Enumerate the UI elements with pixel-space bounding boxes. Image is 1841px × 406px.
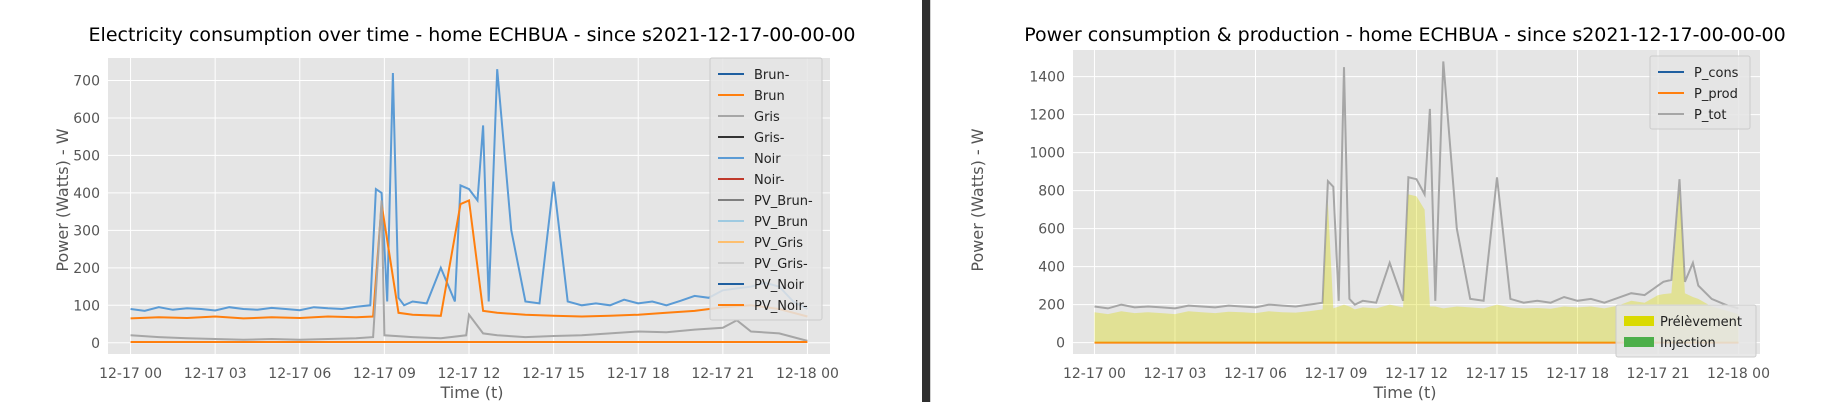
- x-tick-label: 12-17 00: [1063, 366, 1126, 382]
- x-tick-label: 12-17 12: [438, 366, 501, 382]
- x-axis-label: Time (t): [1373, 383, 1437, 402]
- x-axis-label: Time (t): [440, 383, 504, 402]
- chart-title: Power consumption & production - home EC…: [1024, 24, 1786, 46]
- x-tick-label: 12-17 12: [1385, 366, 1448, 382]
- x-tick-label: 12-17 00: [99, 366, 162, 382]
- y-axis-label: Power (Watts) - W: [53, 128, 72, 271]
- x-tick-label: 12-17 03: [1144, 366, 1207, 382]
- legend: P_cons P_prod P_tot: [1649, 55, 1751, 130]
- x-tick-label: 12-17 18: [1546, 366, 1609, 382]
- fill-legend-label: Prélèvement: [1660, 315, 1742, 330]
- legend-label: P_tot: [1694, 108, 1727, 123]
- legend-label: PV_Brun: [754, 215, 808, 230]
- x-tick-label: 12-17 15: [522, 366, 585, 382]
- legend-label: P_prod: [1694, 87, 1738, 102]
- y-tick-label: 600: [1038, 222, 1065, 238]
- y-tick-label: 0: [91, 336, 100, 352]
- y-tick-label: 500: [73, 148, 100, 164]
- y-tick-label: 200: [1038, 298, 1065, 314]
- plot-area: [1073, 50, 1760, 354]
- legend-label: P_cons: [1694, 66, 1739, 81]
- y-tick-label: 1000: [1029, 146, 1065, 162]
- y-tick-label: 0: [1056, 336, 1065, 352]
- x-tick-label: 12-17 06: [268, 366, 331, 382]
- y-tick-label: 1200: [1029, 108, 1065, 124]
- series-line-brun: [130, 198, 808, 320]
- legend-label: Gris: [754, 110, 780, 125]
- x-tick-label: 12-17 15: [1466, 366, 1529, 382]
- y-tick-label: 100: [73, 298, 100, 314]
- y-tick-label: 800: [1038, 184, 1065, 200]
- fill-legend-swatch: [1624, 316, 1654, 326]
- y-tick-label: 700: [73, 73, 100, 89]
- consumption-chart-panel: Electricity consumption over time - home…: [0, 0, 923, 402]
- legend-label: PV_Brun-: [754, 194, 813, 209]
- x-tick-label: 12-17 06: [1224, 366, 1287, 382]
- consumption-chart: Electricity consumption over time - home…: [53, 24, 856, 402]
- y-tick-label: 1400: [1029, 70, 1065, 86]
- fill-legend-swatch: [1624, 337, 1654, 347]
- x-tick-label: 12-17 09: [1305, 366, 1368, 382]
- legend-label: PV_Noir-: [754, 299, 808, 314]
- legend-box: [709, 57, 823, 321]
- area-pr-l-vement: [1094, 190, 1739, 343]
- x-tick-label: 12-17 09: [353, 366, 416, 382]
- legend-label: PV_Gris: [754, 236, 803, 251]
- y-tick-label: 400: [73, 186, 100, 202]
- power-chart: Power consumption & production - home EC…: [968, 24, 1786, 402]
- legend-label: Noir: [754, 152, 781, 167]
- y-tick-label: 400: [1038, 260, 1065, 276]
- legend-label: Brun-: [754, 68, 790, 83]
- y-axis-label: Power (Watts) - W: [968, 128, 987, 271]
- x-tick-label: 12-17 03: [184, 366, 247, 382]
- legend-box: [1649, 55, 1751, 130]
- y-tick-label: 200: [73, 261, 100, 277]
- x-tick-label: 12-17 21: [1627, 366, 1690, 382]
- x-tick-label: 12-17 18: [607, 366, 670, 382]
- series-line-gris: [130, 200, 808, 342]
- panel-divider: [922, 0, 930, 402]
- legend-label: Noir-: [754, 173, 785, 188]
- y-tick-label: 600: [73, 111, 100, 127]
- x-tick-label: 12-17 21: [691, 366, 754, 382]
- power-chart-panel: Power consumption & production - home EC…: [930, 0, 1841, 402]
- x-tick-label: 12-18 00: [776, 366, 839, 382]
- x-tick-label: 12-18 00: [1707, 366, 1770, 382]
- legend-label: Brun: [754, 89, 785, 104]
- chart-title: Electricity consumption over time - home…: [89, 24, 856, 46]
- legend-label: PV_Noir: [754, 278, 805, 293]
- y-tick-label: 300: [73, 223, 100, 239]
- series-line-p-tot: [1094, 61, 1739, 310]
- legend: Brun- Brun Gris Gris- Noir Noir- PV_Brun- PV_Br…: [709, 57, 823, 321]
- fill-legend: Prélèvement Injection: [1615, 304, 1757, 358]
- series-line-noir: [130, 69, 808, 312]
- legend-label: Gris-: [754, 131, 785, 146]
- fill-legend-label: Injection: [1660, 336, 1716, 351]
- legend-label: PV_Gris-: [754, 257, 808, 272]
